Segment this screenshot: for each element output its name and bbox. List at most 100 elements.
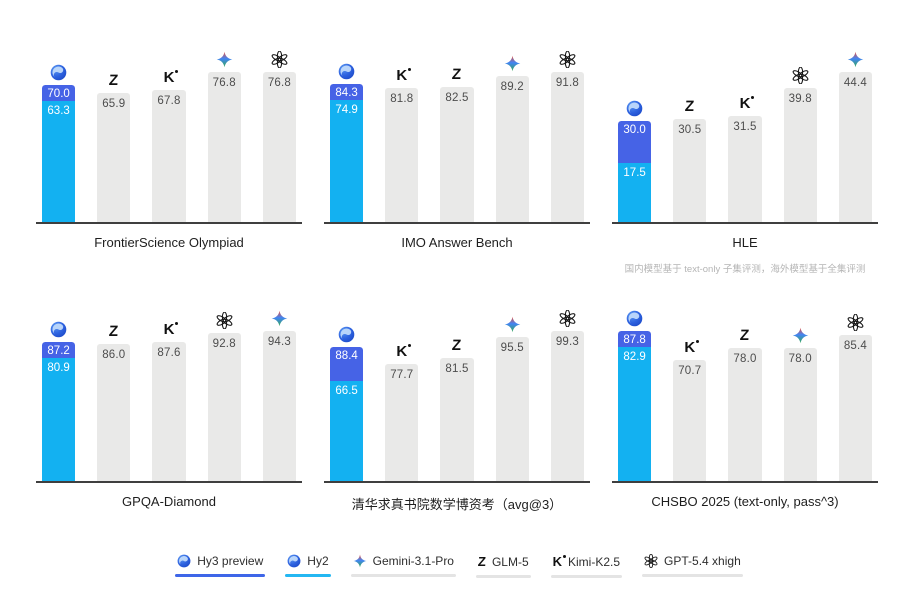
bar-icon-wrap: K <box>740 92 755 112</box>
bar-value-label: 76.8 <box>212 77 236 89</box>
hunyuan-stacked-bar: 84.3 74.9 <box>330 84 364 222</box>
bar-icon-wrap <box>216 309 233 330</box>
legend-item-row: Z GLM-5 <box>476 554 531 569</box>
legend-item-row: Gemini-3.1-Pro <box>351 554 456 568</box>
bar-group: K 87.6 <box>152 287 186 481</box>
model-bar: 44.4 <box>838 72 873 222</box>
bar-value-label: 95.5 <box>500 341 524 354</box>
legend-item-glm-5: Z GLM-5 <box>475 554 531 578</box>
hunyuan-sphere-icon <box>626 100 643 116</box>
bar-value-label: 82.5 <box>445 92 469 105</box>
glm-z-icon: Z <box>451 66 463 84</box>
openai-logo-icon <box>559 51 576 68</box>
bar-icon-wrap: Z <box>740 324 750 344</box>
bar-icon-wrap <box>216 48 233 68</box>
plot-area: 87.2 80.9 Z 86.0 K 87.6 92.8 94.3 <box>36 287 302 483</box>
gemini-star-icon <box>353 554 367 568</box>
gemini-star-icon <box>504 316 520 333</box>
bar-icon-wrap <box>50 318 67 338</box>
kimi-k-icon: K <box>396 67 412 84</box>
hunyuan-sphere-icon <box>50 64 67 81</box>
hy2-segment: 74.9 <box>330 100 364 222</box>
legend-item-label: GPT-5.4 xhigh <box>664 554 741 568</box>
legend-item-hy3-preview: Hy3 preview <box>175 554 266 578</box>
bar-value-label: 67.8 <box>157 94 181 107</box>
bar-icon-wrap <box>626 97 643 117</box>
bar-icon-wrap <box>559 307 576 327</box>
bar-value-label: 76.8 <box>267 77 291 89</box>
kimi-k-icon: K <box>740 95 755 112</box>
bar-group: 85.4 <box>838 287 873 481</box>
legend-item-row: Hy2 <box>285 554 330 568</box>
glm-z-icon: Z <box>451 336 463 354</box>
model-bar: 77.7 <box>385 363 419 481</box>
bar-group: 84.3 74.9 <box>330 28 364 222</box>
legend-item-underline <box>350 574 456 577</box>
plot-area: 70.0 63.3 Z 65.9 K 67.8 76.8 76.8 <box>36 28 302 224</box>
model-bar: 67.8 <box>152 89 186 222</box>
legend-item-gpt-5-4-xhigh: GPT-5.4 xhigh <box>642 554 743 578</box>
hy2-segment: 66.5 <box>330 380 364 481</box>
hy3-preview-segment: 30.0 <box>618 120 652 163</box>
benchmark-chart: 87.8 82.9 K 70.7 Z 78.0 78.0 85.4 CHSBO 2025 (te… <box>612 287 878 512</box>
bar-group: 91.8 <box>550 28 585 222</box>
hunyuan-sphere-icon <box>50 322 67 338</box>
bar-icon-wrap <box>271 307 288 327</box>
bar-group: 89.2 <box>495 28 529 222</box>
model-bar: 82.5 <box>440 87 474 222</box>
bar-group: 95.5 <box>495 287 529 481</box>
benchmark-chart: 87.2 80.9 Z 86.0 K 87.6 92.8 94.3 GPQA-Diamond <box>36 287 302 512</box>
legend-item-kimi-k2-5: K Kimi-K2.5 <box>550 554 623 578</box>
hy2-segment: 82.9 <box>618 347 652 481</box>
legend-item-underline <box>550 575 623 578</box>
bar-icon-wrap <box>847 311 864 332</box>
plot-area: 88.4 66.5 K 77.7 Z 81.5 95.5 99.3 <box>324 287 590 483</box>
bar-icon-wrap <box>338 323 355 343</box>
bar-icon-wrap <box>792 64 809 84</box>
hunyuan-sphere-icon <box>338 327 355 343</box>
legend-item-label: Kimi-K2.5 <box>568 554 621 569</box>
bar-group: 87.8 82.9 <box>618 287 652 481</box>
bar-icon-wrap: K <box>164 318 179 338</box>
bar-group: K 67.8 <box>152 28 186 222</box>
bar-icon-wrap <box>792 324 809 344</box>
bar-icon-wrap <box>271 48 288 68</box>
model-bar: 31.5 <box>728 115 762 222</box>
legend-item-underline <box>642 574 743 577</box>
legend-item-row: K Kimi-K2.5 <box>551 554 622 569</box>
bar-group: 70.0 63.3 <box>42 28 76 222</box>
hunyuan-stacked-bar: 30.0 17.5 <box>618 120 652 222</box>
hy3-preview-segment: 87.2 <box>42 342 76 359</box>
chart-title: 清华求真书院数学博资考（avg@3） <box>351 497 563 512</box>
bar-value-label: 39.8 <box>788 92 812 105</box>
hunyuan-sphere-icon <box>626 310 643 327</box>
plot-area: 84.3 74.9 K 81.8 Z 82.5 89.2 91.8 <box>324 28 590 224</box>
model-bar: 65.9 <box>97 93 131 222</box>
openai-logo-icon <box>644 554 658 568</box>
bar-value-label: 77.7 <box>390 368 414 381</box>
bar-icon-wrap <box>338 60 355 80</box>
charts-grid: 70.0 63.3 Z 65.9 K 67.8 76.8 76.8 FrontierScienc… <box>36 28 882 512</box>
model-bar: 81.8 <box>385 88 419 222</box>
kimi-dot <box>751 95 755 99</box>
kimi-k-icon: K <box>684 339 700 356</box>
bar-value-label: 65.9 <box>102 98 126 111</box>
kimi-k-icon: K <box>396 343 412 360</box>
model-bar: 86.0 <box>97 344 131 481</box>
bar-group: Z 82.5 <box>440 28 474 222</box>
benchmark-chart: 30.0 17.5 Z 30.5 K 31.5 39.8 44.4 HLE 国内模型基于 text… <box>612 28 878 275</box>
chart-title: CHSBO 2025 (text-only, pass^3) <box>651 494 839 509</box>
bar-group: K 81.8 <box>385 28 419 222</box>
bar-value-label: 70.7 <box>678 365 702 378</box>
bar-value-label: 81.8 <box>390 93 414 106</box>
bar-value-label: 91.8 <box>555 77 579 89</box>
bar-group: 30.0 17.5 <box>618 28 652 222</box>
bar-value-label: 87.6 <box>157 346 181 359</box>
bar-icon-wrap: K <box>396 340 412 360</box>
kimi-k-icon: K <box>164 321 179 338</box>
legend-item-row: GPT-5.4 xhigh <box>642 554 743 568</box>
model-bar: 76.8 <box>207 72 241 222</box>
bar-group: K 31.5 <box>728 28 762 222</box>
hunyuan-sphere-icon <box>338 63 355 80</box>
model-bar: 30.5 <box>673 118 707 222</box>
